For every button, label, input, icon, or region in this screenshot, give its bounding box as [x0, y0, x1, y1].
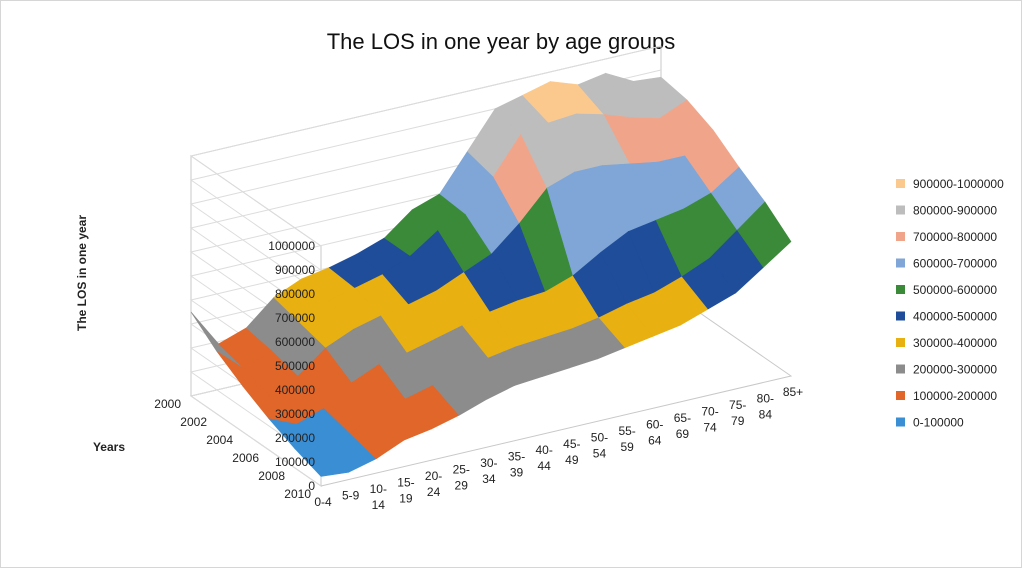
legend-label: 600000-700000: [913, 257, 997, 271]
z-tick-label: 0: [308, 479, 315, 493]
age-tick-label: 50-54: [591, 430, 608, 460]
year-tick-label: 2010: [284, 487, 311, 501]
age-tick-label: 55-59: [618, 424, 635, 454]
age-tick-label: 85+: [783, 385, 803, 399]
legend-label: 500000-600000: [913, 283, 997, 297]
z-tick-label: 700000: [275, 311, 315, 325]
legend-label: 300000-400000: [913, 336, 997, 350]
age-tick-label: 5-9: [342, 489, 360, 503]
age-tick-label: 10-14: [370, 482, 387, 512]
age-tick-label: 65-69: [674, 411, 691, 441]
age-tick-label: 40-44: [536, 443, 553, 473]
z-tick-label: 1000000: [268, 239, 315, 253]
legend-label: 200000-300000: [913, 363, 997, 377]
legend-swatch: [896, 285, 905, 294]
z-tick-label: 400000: [275, 383, 315, 397]
z-tick-label: 600000: [275, 335, 315, 349]
z-tick-label: 300000: [275, 407, 315, 421]
year-tick-label: 2000: [154, 397, 181, 411]
age-tick-label: 20-24: [425, 469, 442, 499]
year-tick-label: 2006: [232, 451, 259, 465]
legend-swatch: [896, 364, 905, 374]
age-tick-label: 45-49: [563, 437, 580, 467]
legend-label: 100000-200000: [913, 389, 997, 403]
age-tick-label: 80-84: [757, 391, 774, 421]
year-tick-label: 2002: [180, 415, 207, 429]
z-tick-label: 800000: [275, 287, 315, 301]
legend-swatch: [896, 232, 905, 241]
z-tick-label: 100000: [275, 455, 315, 469]
year-axis-title: Years: [93, 440, 125, 454]
year-tick-label: 2008: [258, 469, 285, 483]
age-tick-label: 30-34: [480, 456, 497, 486]
age-tick-label: 25-29: [453, 463, 470, 493]
legend-swatch: [896, 311, 905, 321]
year-axis-ticks: 2000 2002 2004 2006 2008 2010: [154, 397, 311, 501]
surface-cell: [737, 201, 792, 268]
age-tick-label: 0-4: [314, 495, 332, 509]
legend-label: 800000-900000: [913, 204, 997, 218]
legend-label: 700000-800000: [913, 230, 997, 244]
legend: 900000-1000000 800000-900000 700000-800000…: [896, 177, 1004, 430]
z-tick-label: 500000: [275, 359, 315, 373]
legend-swatch: [896, 205, 905, 215]
legend-label: 900000-1000000: [913, 177, 1004, 191]
surface-plot: [190, 72, 792, 477]
z-tick-label: 200000: [275, 431, 315, 445]
age-tick-label: 35-39: [508, 450, 525, 480]
z-tick-label: 900000: [275, 263, 315, 277]
legend-swatch: [896, 338, 905, 347]
legend-swatch: [896, 391, 905, 400]
age-tick-label: 70-74: [701, 404, 718, 434]
gridline: [189, 45, 662, 247]
age-tick-label: 60-64: [646, 417, 663, 447]
z-axis-title: The LOS in one year: [75, 215, 89, 331]
year-tick-label: 2004: [206, 433, 233, 447]
legend-swatch: [896, 179, 905, 188]
legend-swatch: [896, 258, 905, 268]
age-tick-label: 15-19: [397, 476, 414, 506]
age-axis-ticks: 0-4 5-9 10-14 15-19 20-24 25-29 30-34 35-39 40-4…: [314, 385, 803, 512]
z-axis-ticks: 0 100000 200000 300000 400000 500000 600000 700…: [268, 239, 315, 493]
legend-label: 400000-500000: [913, 310, 997, 324]
chart-title: The LOS in one year by age groups: [327, 29, 676, 54]
age-tick-label: 75-79: [729, 398, 746, 428]
legend-label: 0-100000: [913, 416, 964, 430]
legend-swatch: [896, 417, 905, 427]
